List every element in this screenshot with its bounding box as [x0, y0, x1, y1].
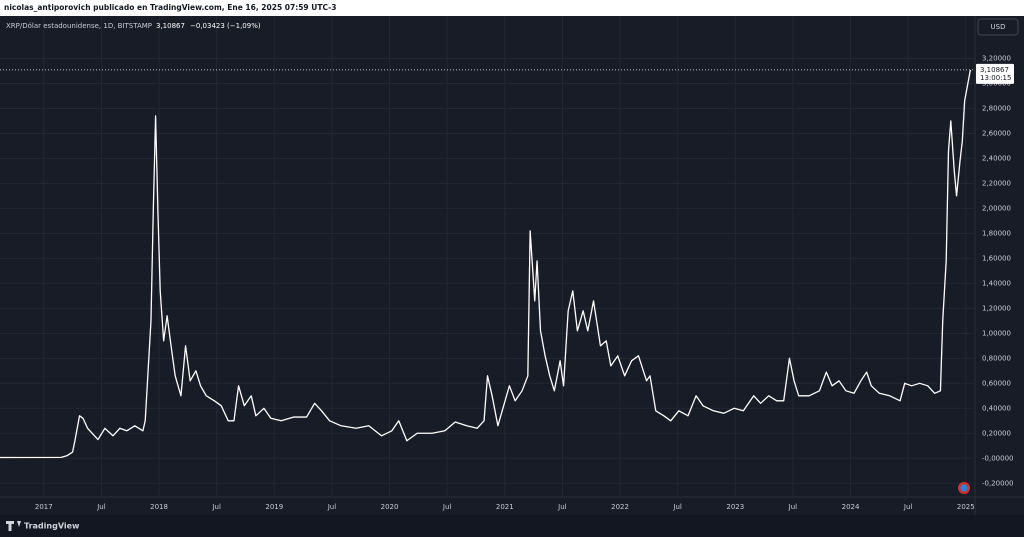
y-tick-label: -0,00000	[982, 454, 1013, 462]
y-tick-label: -0,20000	[982, 479, 1013, 487]
x-tick-label: 2019	[265, 503, 283, 511]
x-tick-label: 2018	[150, 503, 168, 511]
currency-label[interactable]: USD	[991, 23, 1006, 31]
x-tick-label: Jul	[903, 503, 913, 511]
x-tick-label: 2023	[726, 503, 744, 511]
y-tick-label: 2,80000	[982, 104, 1011, 112]
y-tick-label: 1,60000	[982, 254, 1011, 262]
legend-change: −0,03423 (−1,09%)	[190, 22, 261, 30]
footer-text: TradingView	[24, 522, 80, 531]
currency-button[interactable]	[977, 18, 1019, 36]
legend-last: 3,10867	[156, 22, 185, 30]
grid: -0,20000 -0,00000 0,20000 0,40000 0,60000 0,8…	[0, 16, 1013, 511]
y-tick-label: 1,40000	[982, 279, 1011, 287]
x-tick-label: 2021	[496, 503, 514, 511]
event-icon-inner	[960, 484, 968, 492]
y-tick-label: 0,40000	[982, 404, 1011, 412]
x-tick-label: Jul	[442, 503, 452, 511]
legend-symbol: XRP/Dólar estadounidense, 1D, BITSTAMP	[6, 22, 152, 30]
x-tick-label: Jul	[327, 503, 337, 511]
x-tick-label: Jul	[672, 503, 682, 511]
y-tick-label: 0,20000	[982, 429, 1011, 437]
x-tick-label: Jul	[211, 503, 221, 511]
x-tick-label: Jul	[96, 503, 106, 511]
y-tick-label: 3,20000	[982, 54, 1011, 62]
y-tick-label: 2,60000	[982, 129, 1011, 137]
x-tick-label: 2020	[381, 503, 399, 511]
y-tick-label: 2,00000	[982, 204, 1011, 212]
price-tag-countdown: 13:00:15	[980, 74, 1011, 82]
x-tick-label: 2024	[842, 503, 860, 511]
y-tick-label: 1,80000	[982, 229, 1011, 237]
x-tick-label: 2017	[35, 503, 53, 511]
price-tag-price: 3,10867	[980, 66, 1009, 74]
y-tick-label: 0,80000	[982, 354, 1011, 362]
y-tick-label: 0,60000	[982, 379, 1011, 387]
chart-area	[0, 16, 1024, 515]
header-bar	[0, 0, 1024, 16]
price-tag	[976, 63, 1014, 84]
x-tick-label: 2025	[957, 503, 975, 511]
price-line	[0, 69, 972, 459]
x-tick-label: Jul	[788, 503, 798, 511]
y-tick-label: 2,40000	[982, 154, 1011, 162]
x-tick-label: Jul	[557, 503, 567, 511]
y-tick-label: 2,20000	[982, 179, 1011, 187]
y-tick-label: 1,20000	[982, 304, 1011, 312]
x-tick-label: 2022	[611, 503, 629, 511]
header-text: nicolas_antiporovich publicado en Tradin…	[4, 3, 336, 12]
footer-logo	[6, 521, 21, 531]
footer-bar	[0, 515, 1024, 537]
y-tick-label: 1,00000	[982, 329, 1011, 337]
